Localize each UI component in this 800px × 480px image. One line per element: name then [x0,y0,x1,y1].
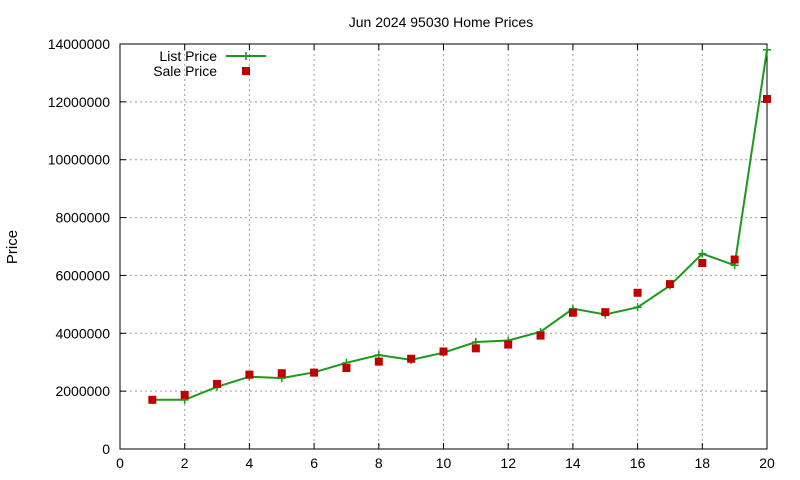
sale-price-point [148,395,157,404]
y-tick-label: 8000000 [55,210,110,226]
y-axis-label: Price [4,230,21,264]
sale-price-point [504,340,513,349]
list-price-point [633,303,642,312]
y-tick-label: 6000000 [55,267,110,283]
y-tick-label: 2000000 [55,383,110,399]
y-tick-label: 0 [102,441,110,457]
x-tick-label: 20 [759,455,775,471]
sale-price-point [698,258,707,267]
x-tick-label: 16 [630,455,646,471]
y-tick-label: 14000000 [48,36,111,52]
sale-price-point [633,288,642,297]
legend-marker-list-price [242,52,250,60]
sale-price-point [180,390,189,399]
x-tick-label: 6 [310,455,318,471]
sale-price-point [601,308,610,317]
sale-price-point [277,369,286,378]
sale-price-point [471,344,480,353]
x-tick-label: 14 [565,455,581,471]
chart-title: Jun 2024 95030 Home Prices [349,14,533,30]
list-price-point [763,45,771,54]
legend-marker-sale-price [242,67,250,75]
x-tick-label: 4 [246,455,254,471]
y-tick-label: 10000000 [48,152,111,168]
sale-price-point [730,255,739,264]
list-price-line [152,49,768,401]
sale-price-point [310,368,319,377]
legend-label-list-price: List Price [159,48,217,64]
sale-price-point [439,347,448,356]
sale-price-point [568,308,577,317]
sale-price-point [374,357,383,366]
sale-price-point [213,379,222,388]
list-price-point [698,249,707,258]
sale-price-point [342,364,351,372]
legend-label-sale-price: Sale Price [153,63,217,79]
sale-price-point [407,354,416,363]
x-tick-label: 12 [500,455,516,471]
x-tick-label: 18 [695,455,711,471]
x-tick-label: 10 [436,455,452,471]
sale-price-point [245,370,254,379]
x-tick-label: 8 [375,455,383,471]
series [148,45,771,404]
x-tick-label: 0 [116,455,124,471]
y-tick-label: 12000000 [48,94,111,110]
y-tick-label: 4000000 [55,325,110,341]
x-tick-label: 2 [181,455,189,471]
sale-price-point [536,331,545,340]
sale-price-point [665,280,674,289]
tick-labels: 0 2 4 6 8 10 12 14 16 18 20 0 2000000 4000000 6000000 8… [48,36,775,471]
sale-price-point [763,94,771,103]
